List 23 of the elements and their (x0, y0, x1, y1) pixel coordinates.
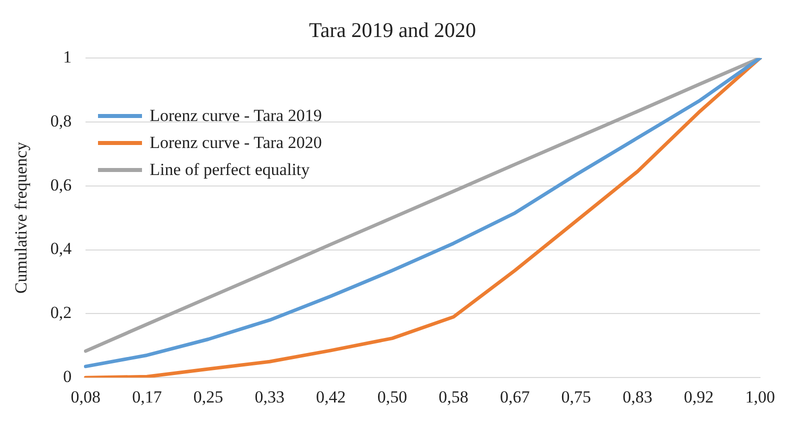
y-tick-label: 0,6 (50, 175, 72, 194)
y-tick-label: 0 (63, 367, 72, 386)
y-tick-label: 1 (63, 47, 72, 66)
x-tick-label: 1,00 (745, 387, 775, 406)
x-tick-label: 0,83 (622, 387, 652, 406)
x-tick-label: 0,25 (193, 387, 224, 406)
y-axis-title: Cumulative frequency (12, 142, 31, 294)
x-tick-label: 0,08 (70, 387, 101, 406)
x-tick-label: 0,50 (377, 387, 408, 406)
x-tick-label: 0,42 (316, 387, 346, 406)
y-tick-label: 0,2 (50, 303, 72, 322)
legend-label: Lorenz curve - Tara 2020 (150, 132, 322, 152)
legend-label: Line of perfect equality (150, 160, 310, 180)
x-tick-label: 0,58 (438, 387, 468, 406)
chart-title: Tara 2019 and 2020 (308, 18, 478, 43)
x-tick-label: 0,17 (132, 387, 162, 406)
x-tick-label: 0,75 (561, 387, 592, 406)
x-tick-label: 0,33 (254, 387, 284, 406)
legend-label: Lorenz curve - Tara 2019 (150, 106, 322, 126)
x-tick-label: 0,67 (500, 387, 530, 406)
y-tick-label: 0,8 (50, 111, 72, 130)
y-tick-label: 0,4 (50, 239, 72, 258)
x-tick-label: 0,92 (684, 387, 714, 406)
